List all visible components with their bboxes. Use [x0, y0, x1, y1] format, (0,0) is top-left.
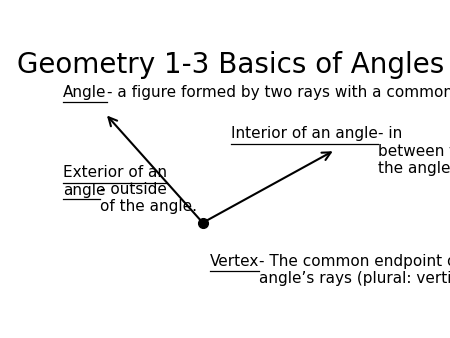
Text: Geometry 1-3 Basics of Angles: Geometry 1-3 Basics of Angles — [17, 51, 444, 79]
Text: Interior of an angle: Interior of an angle — [230, 126, 378, 141]
Text: - a figure formed by two rays with a common endpoint.: - a figure formed by two rays with a com… — [107, 85, 450, 100]
Text: - The common endpoint of an
angle’s rays (plural: vertices).: - The common endpoint of an angle’s rays… — [259, 254, 450, 286]
Text: Exterior of an
angle: Exterior of an angle — [63, 166, 167, 198]
Text: Vertex: Vertex — [210, 254, 259, 269]
Text: Angle: Angle — [63, 85, 107, 100]
Text: - outside
of the angle.: - outside of the angle. — [100, 182, 198, 214]
Text: - in
between the sides of
the angle.: - in between the sides of the angle. — [378, 126, 450, 176]
